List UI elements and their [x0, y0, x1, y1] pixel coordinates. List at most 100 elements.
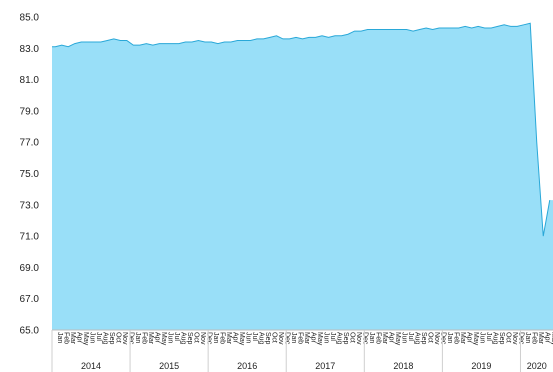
month-tick-label: Jan — [368, 332, 375, 343]
month-tick-label: Aug — [492, 332, 499, 345]
month-tick-label: Jul — [407, 332, 414, 341]
y-tick-label: 81.0 — [20, 75, 40, 86]
month-tick-label: Jan — [134, 332, 141, 343]
month-tick-label: Dec — [127, 332, 134, 345]
month-tick-label: May — [394, 332, 401, 346]
year-label: 2016 — [237, 361, 257, 371]
month-tick-label: Jan — [524, 332, 531, 343]
y-tick-label: 83.0 — [20, 44, 40, 55]
month-tick-label: Oct — [505, 332, 512, 343]
month-tick-label: Jul — [251, 332, 258, 341]
month-tick-label: Apr — [544, 332, 551, 344]
month-tick-label: May — [550, 332, 553, 346]
month-tick-label: Sep — [186, 332, 193, 345]
month-tick-label: Feb — [218, 332, 225, 344]
plot-area — [52, 22, 553, 330]
y-tick-label: 67.0 — [20, 294, 40, 305]
month-tick-label: Jun — [401, 332, 408, 343]
month-tick-label: Mar — [537, 332, 544, 345]
month-tick-label: Mar — [303, 332, 310, 345]
month-tick-label: Mar — [225, 332, 232, 345]
month-tick-label: Nov — [277, 332, 284, 345]
series-area — [52, 23, 553, 330]
month-tick-label: Aug — [179, 332, 186, 345]
month-tick-label: Jul — [173, 332, 180, 341]
month-tick-label: Oct — [114, 332, 121, 343]
y-tick-label: 77.0 — [20, 138, 40, 149]
month-tick-label: Sep — [420, 332, 427, 345]
month-tick-label: Dec — [362, 332, 369, 345]
y-axis: 65.0 67.0 69.0 71.0 73.0 75.0 77.0 79.0 81.0 83.0… — [20, 13, 40, 337]
month-tick-label: Dec — [518, 332, 525, 345]
y-tick-label: 69.0 — [20, 263, 40, 274]
month-tick-label: Jun — [88, 332, 95, 343]
month-tick-label: Aug — [257, 332, 264, 345]
year-label: 2018 — [393, 361, 413, 371]
month-tick-label: Mar — [459, 332, 466, 345]
month-tick-label: Apr — [388, 332, 395, 344]
month-tick-label: Apr — [75, 332, 82, 344]
month-tick-label: Feb — [140, 332, 147, 344]
month-tick-label: Feb — [62, 332, 69, 344]
year-label: 2015 — [159, 361, 179, 371]
month-tick-label: Sep — [342, 332, 349, 345]
month-tick-label: Apr — [231, 332, 238, 344]
month-tick-label: Mar — [147, 332, 154, 345]
month-tick-label: Dec — [440, 332, 447, 345]
month-tick-label: Nov — [511, 332, 518, 345]
month-tick-label: May — [160, 332, 167, 346]
year-label: 2020 — [527, 361, 547, 371]
month-tick-label: Feb — [453, 332, 460, 344]
month-tick-label: Apr — [153, 332, 160, 344]
month-tick-label: Jan — [290, 332, 297, 343]
month-tick-label: May — [472, 332, 479, 346]
month-tick-label: Dec — [283, 332, 290, 345]
year-label: 2017 — [315, 361, 335, 371]
month-tick-label: Sep — [498, 332, 505, 345]
month-tick-label: Aug — [101, 332, 108, 345]
x-axis: Jan Feb Mar Apr May Jun Jul Aug Sep Oct Nov Dec Jan F… — [51, 329, 553, 372]
month-tick-label: Oct — [270, 332, 277, 343]
month-tick-label: Jun — [323, 332, 330, 343]
month-tick-label: Dec — [205, 332, 212, 345]
month-tick-label: Jul — [95, 332, 102, 341]
series-line — [52, 22, 551, 237]
month-tick-label: Oct — [192, 332, 199, 343]
year-label: 2019 — [471, 361, 491, 371]
month-tick-label: Jun — [244, 332, 251, 343]
month-tick-label: Feb — [531, 332, 538, 344]
month-tick-label: Oct — [427, 332, 434, 343]
month-tick-label: Jul — [485, 332, 492, 341]
month-tick-label: Nov — [121, 332, 128, 345]
y-tick-label: 73.0 — [20, 200, 40, 211]
month-tick-label: Mar — [69, 332, 76, 345]
month-tick-label: Mar — [381, 332, 388, 345]
month-tick-label: May — [82, 332, 89, 346]
month-tick-label: Jan — [446, 332, 453, 343]
month-tick-label: Apr — [310, 332, 317, 344]
y-tick-label: 79.0 — [20, 106, 40, 117]
month-tick-label: Jun — [479, 332, 486, 343]
month-tick-label: Feb — [296, 332, 303, 344]
y-tick-label: 71.0 — [20, 232, 40, 243]
month-tick-label: May — [316, 332, 323, 346]
month-tick-label: Jan — [212, 332, 219, 343]
y-tick-label: 75.0 — [20, 169, 40, 180]
month-tick-label: Apr — [466, 332, 473, 344]
month-tick-label: Aug — [414, 332, 421, 345]
month-tick-label: Oct — [349, 332, 356, 343]
month-tick-label: Nov — [199, 332, 206, 345]
month-tick-label: Feb — [375, 332, 382, 344]
month-tick-label: Jan — [56, 332, 63, 343]
month-tick-label: Nov — [355, 332, 362, 345]
year-label: 2014 — [81, 361, 101, 371]
month-tick-label: Sep — [108, 332, 115, 345]
month-tick-label: Jun — [166, 332, 173, 343]
month-tick-label: Aug — [336, 332, 343, 345]
month-tick-label: Jul — [329, 332, 336, 341]
month-tick-label: Sep — [264, 332, 271, 345]
y-tick-label: 85.0 — [20, 13, 40, 24]
y-tick-label: 65.0 — [20, 326, 40, 337]
month-tick-label: May — [238, 332, 245, 346]
